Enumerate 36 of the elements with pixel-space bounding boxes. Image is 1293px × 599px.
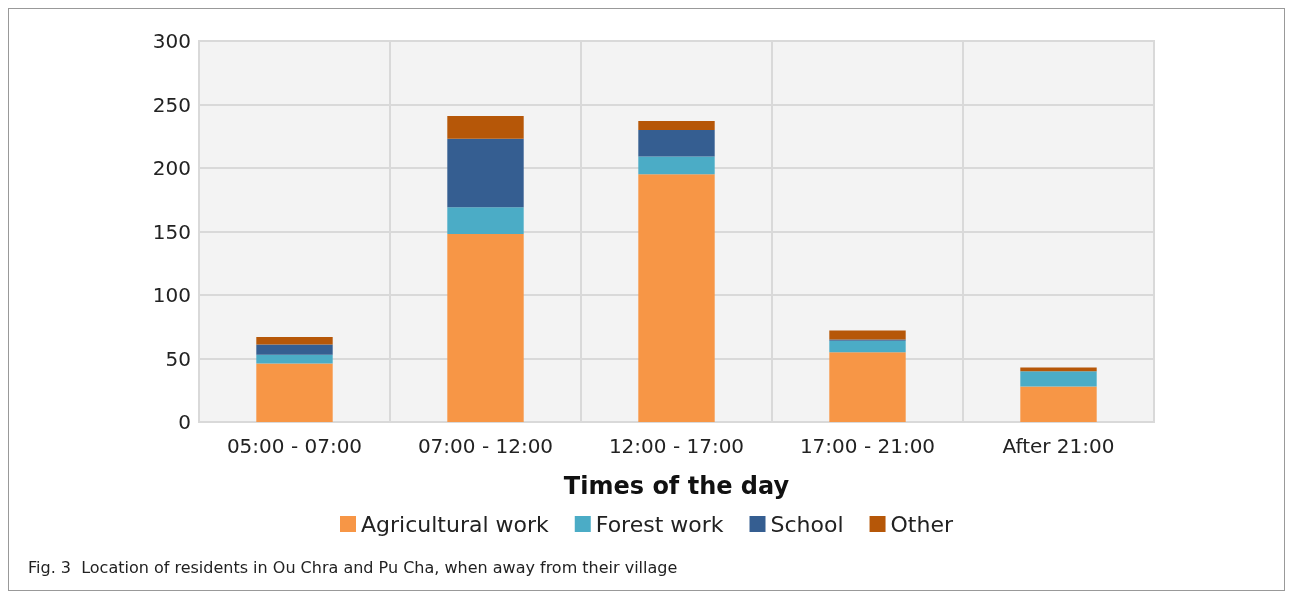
bar: [829, 340, 906, 353]
bar: [638, 156, 715, 175]
y-tick-label: 250: [152, 92, 191, 117]
legend-label: School: [770, 511, 844, 537]
bar: [829, 352, 906, 422]
bar: [447, 115, 524, 139]
bar: [447, 234, 524, 422]
x-tick-label: 17:00 - 21:00: [799, 434, 936, 458]
legend-label: Other: [890, 511, 954, 537]
y-tick-label: 100: [152, 283, 191, 307]
y-tick-label: 150: [152, 219, 191, 244]
y-tick-label: 300: [152, 29, 191, 53]
legend-label: Agricultural work: [360, 511, 550, 537]
bar: [256, 354, 333, 364]
x-tick-label: After 21:00: [1002, 434, 1115, 458]
x-tick-label: 05:00 - 07:00: [226, 434, 363, 458]
y-tick-label: 200: [152, 156, 191, 180]
x-axis-title: Times of the day: [563, 472, 790, 500]
caption: Fig. 3 Location of residents in Ou Chra and Pu Cha, when away from their village: [28, 557, 678, 577]
bar: [829, 330, 906, 340]
bar: [256, 363, 333, 422]
y-tick-label: 0: [178, 410, 191, 434]
legend-label: Forest work: [595, 511, 724, 537]
bar: [256, 336, 333, 345]
bar: [447, 138, 524, 208]
x-tick-label: 12:00 - 17:00: [608, 434, 745, 458]
bar: [1020, 386, 1097, 422]
x-tick-label: 07:00 - 12:00: [417, 434, 554, 458]
bar: [256, 344, 333, 355]
bar: [638, 174, 715, 422]
bar: [638, 121, 715, 130]
y-tick-label: 50: [165, 346, 191, 371]
bar: [1020, 371, 1097, 387]
bar: [1020, 367, 1097, 372]
bar: [638, 129, 715, 157]
bar: [447, 207, 524, 235]
